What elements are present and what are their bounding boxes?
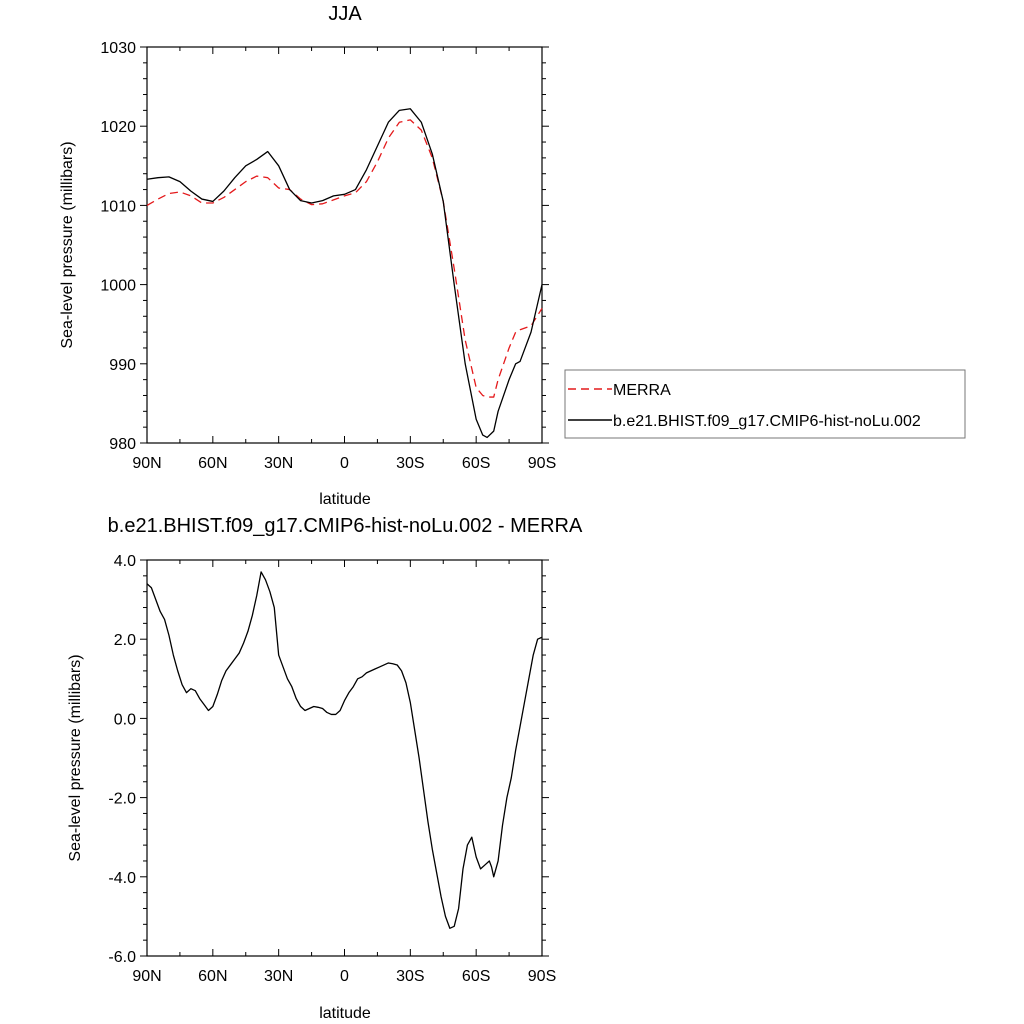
x-tick-label: 90S [528, 455, 556, 472]
y-tick-label: -6.0 [108, 949, 136, 966]
bottom-panel-y-axis-label: Sea-level pressure (millibars) [67, 654, 84, 861]
top-panel-x-axis-label: latitude [319, 491, 371, 508]
x-tick-label: 90N [132, 455, 161, 472]
x-tick-label: 60N [198, 968, 227, 985]
y-tick-label: 1000 [100, 278, 136, 295]
x-tick-label: 60S [462, 455, 490, 472]
y-tick-label: 1010 [100, 198, 136, 215]
top-plot-frame [146, 46, 543, 444]
bottom-panel: b.e21.BHIST.f09_g17.CMIP6-hist-noLu.002 … [67, 515, 583, 1022]
bottom-panel-title: b.e21.BHIST.f09_g17.CMIP6-hist-noLu.002 … [108, 515, 583, 537]
top-panel-title: JJA [328, 3, 362, 25]
series-line-difference [146, 571, 543, 929]
x-tick-label: 90S [528, 968, 556, 985]
y-tick-label: 990 [109, 357, 136, 374]
y-tick-label: -2.0 [108, 791, 136, 808]
top-panel-ticks: 90N 60N 30N 0 30S 60S 90S 980 990 1000 1010 1020 103… [100, 40, 556, 472]
x-tick-label: 90N [132, 968, 161, 985]
legend-label-model: b.e21.BHIST.f09_g17.CMIP6-hist-noLu.002 [613, 413, 921, 430]
x-tick-label: 30S [396, 968, 424, 985]
legend-frame [564, 369, 966, 439]
y-tick-label: 0.0 [114, 711, 136, 728]
series-line-merra [146, 119, 543, 398]
x-tick-label: 30S [396, 455, 424, 472]
bottom-panel-lines [146, 571, 543, 929]
x-tick-label: 0 [340, 968, 349, 985]
legend-label-merra: MERRA [613, 382, 671, 399]
top-panel-lines [146, 108, 543, 439]
y-tick-label: 980 [109, 436, 136, 453]
top-panel-y-axis-label: Sea-level pressure (millibars) [59, 141, 76, 348]
x-tick-label: 60S [462, 968, 490, 985]
bottom-panel-x-axis-label: latitude [319, 1005, 371, 1022]
x-tick-label: 60N [198, 455, 227, 472]
y-tick-label: 1030 [100, 40, 136, 57]
y-tick-label: 1020 [100, 119, 136, 136]
bottom-plot-frame [146, 559, 543, 957]
y-tick-label: -4.0 [108, 870, 136, 887]
y-tick-label: 2.0 [114, 632, 136, 649]
x-tick-label: 30N [264, 455, 293, 472]
y-tick-label: 4.0 [114, 553, 136, 570]
top-panel: JJA 90N 60N 30N 0 30S 60S 90S 980 990 1000 1010 102… [59, 3, 966, 508]
x-tick-label: 0 [340, 455, 349, 472]
bottom-panel-ticks: 90N 60N 30N 0 30S 60S 90S -6.0 -4.0 -2.0 0.0 2.0 4.0 [108, 553, 556, 985]
series-line-model [146, 108, 543, 439]
legend: MERRA b.e21.BHIST.f09_g17.CMIP6-hist-noL… [564, 369, 966, 439]
x-tick-label: 30N [264, 968, 293, 985]
